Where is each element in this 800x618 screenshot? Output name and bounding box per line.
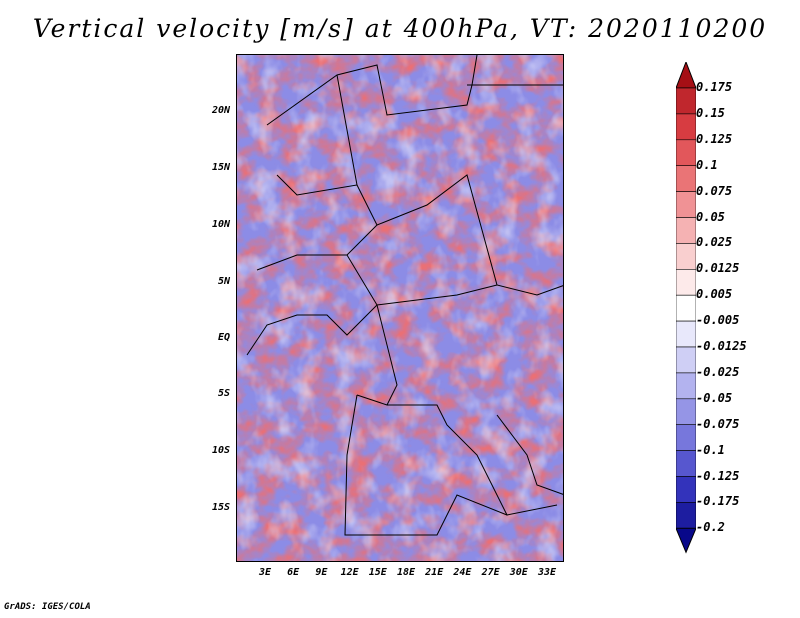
border-path [346, 254, 498, 306]
colorbar-tick-label: -0.175 [696, 494, 740, 509]
lat-tick-label: 10S [211, 445, 230, 456]
colorbar-segment [676, 372, 696, 400]
border-path [496, 414, 563, 495]
map-panel [236, 54, 564, 562]
colorbar-tick-label: 0.15 [696, 105, 725, 120]
country-borders [246, 55, 563, 536]
colorbar [676, 62, 696, 554]
colorbar-tick-label: -0.125 [696, 468, 740, 483]
lon-tick-label: 27E [481, 567, 500, 578]
colorbar-tick-label: -0.1 [696, 442, 725, 457]
colorbar-tick-label: 0.0125 [696, 261, 740, 276]
colorbar-tick-label: 0.175 [696, 80, 733, 94]
colorbar-tick-label: -0.0125 [696, 339, 747, 353]
colorbar-segment [676, 191, 696, 218]
lon-tick-label: 18E [396, 567, 416, 578]
lat-tick-label: 15S [211, 502, 230, 513]
velocity-field [237, 55, 563, 561]
colorbar-segment [676, 294, 696, 322]
colorbar-segment [676, 269, 696, 296]
colorbar-tick-label: 0.125 [696, 131, 733, 146]
lat-tick-label: 10N [211, 219, 230, 230]
colorbar-segment [676, 502, 696, 529]
colorbar-tick-label: 0.075 [696, 183, 733, 198]
colorbar-top-arrow [676, 62, 696, 89]
colorbar-bottom-arrow [676, 527, 696, 554]
border-path [376, 174, 563, 296]
colorbar-segment [676, 87, 696, 115]
colorbar-tick-label: 0.05 [696, 209, 725, 224]
colorbar-tick-label: -0.05 [696, 390, 733, 405]
lat-tick-label: EQ [217, 332, 230, 343]
colorbar-segment [676, 165, 696, 192]
colorbar-tick-label: -0.2 [696, 520, 725, 535]
colorbar-segment [676, 476, 696, 503]
border-path [344, 394, 508, 536]
colorbar-segment [676, 450, 696, 477]
colorbar-tick-label: 0.025 [696, 235, 733, 250]
lon-tick-label: 30E [509, 567, 528, 578]
border-path [356, 304, 398, 406]
lon-tick-label: 21E [425, 567, 444, 578]
neutral-layer [237, 55, 563, 561]
colorbar-tick-label: -0.005 [696, 313, 740, 328]
lon-tick-label: 9E [315, 567, 328, 578]
lat-tick-label: 20N [211, 105, 230, 116]
colorbar-segment [676, 346, 696, 374]
lon-tick-label: 24E [453, 567, 472, 578]
credit-text: GrADS: IGES/COLA [4, 602, 91, 612]
border-path [246, 304, 378, 356]
lon-tick-label: 12E [340, 567, 359, 578]
lat-tick-label: 5N [217, 276, 230, 287]
lat-tick-label: 15N [211, 162, 230, 173]
lon-tick-label: 15E [368, 567, 387, 578]
lon-tick-label: 3E [258, 567, 272, 578]
lon-tick-label: 6E [287, 567, 300, 578]
colorbar-tick-label: -0.075 [696, 416, 740, 431]
lat-tick-label: 5S [217, 388, 230, 399]
chart-title: Vertical velocity [m/s] at 400hPa, VT: 2… [32, 14, 768, 43]
colorbar-tick-label: 0.005 [696, 287, 733, 302]
border-path [276, 74, 358, 196]
colorbar-segment [676, 320, 696, 348]
colorbar-tick-label: 0.1 [696, 157, 718, 172]
colorbar-segment [676, 424, 696, 451]
border-path [387, 404, 558, 516]
colorbar-segment [676, 398, 696, 425]
colorbar-segment [676, 217, 696, 244]
colorbar-segment [676, 139, 696, 167]
colorbar-segment [676, 113, 696, 141]
lon-tick-label: 33E [537, 567, 557, 578]
colorbar-segment [676, 243, 696, 270]
colorbar-tick-label: -0.025 [696, 364, 740, 379]
